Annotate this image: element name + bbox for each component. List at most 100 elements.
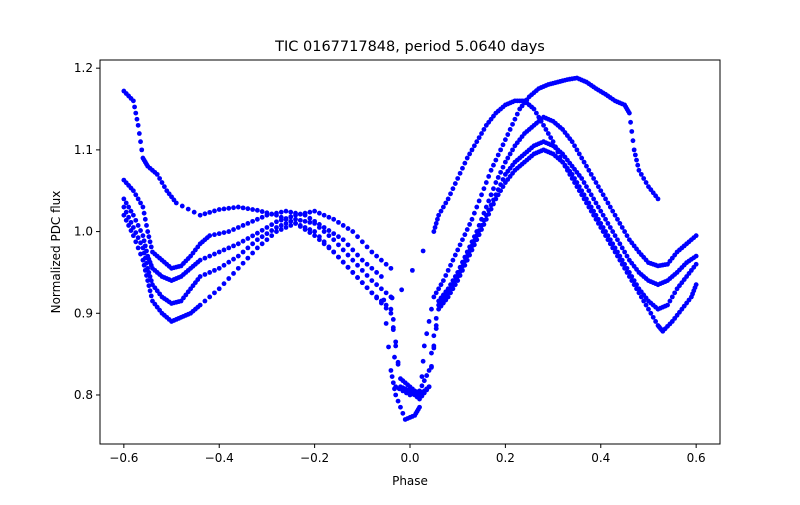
data-point — [336, 254, 341, 260]
data-point — [278, 217, 284, 223]
data-point — [491, 162, 496, 168]
data-point — [147, 239, 153, 245]
data-point — [610, 241, 616, 247]
data-point — [226, 245, 232, 251]
data-point — [471, 210, 477, 216]
data-point — [638, 171, 644, 177]
data-point — [488, 167, 494, 173]
data-point — [245, 221, 251, 226]
data-point — [586, 200, 592, 206]
data-point — [123, 200, 129, 206]
data-point — [326, 214, 332, 220]
data-point — [581, 159, 587, 165]
data-point — [607, 225, 613, 230]
data-point — [395, 359, 401, 365]
data-point — [297, 223, 303, 228]
data-point — [636, 167, 642, 173]
data-point — [269, 228, 275, 233]
data-point — [197, 212, 203, 218]
data-point — [435, 216, 440, 222]
data-point — [545, 131, 551, 136]
data-point — [584, 163, 589, 169]
data-point — [502, 137, 508, 143]
data-point — [141, 238, 147, 244]
data-point — [374, 282, 380, 288]
chart-title: TIC 0167717848, period 5.0640 days — [274, 39, 545, 55]
data-point — [669, 294, 675, 300]
data-point — [345, 252, 351, 258]
data-point — [140, 245, 146, 251]
data-point — [481, 186, 487, 192]
data-point — [432, 225, 438, 230]
data-point — [374, 270, 380, 275]
data-point — [221, 262, 227, 268]
data-point — [378, 286, 384, 292]
data-point — [626, 110, 632, 116]
data-point — [202, 272, 208, 277]
data-point — [147, 288, 153, 294]
data-point — [321, 229, 327, 234]
data-point — [600, 192, 606, 198]
data-point — [486, 198, 492, 204]
data-point — [619, 257, 625, 263]
data-point — [443, 200, 449, 206]
data-point — [128, 228, 134, 233]
x-tick-label: 0.4 — [591, 451, 610, 465]
data-point — [250, 207, 256, 212]
data-point — [624, 253, 630, 259]
data-point — [445, 267, 451, 273]
data-point — [144, 223, 149, 228]
data-point — [579, 176, 585, 181]
data-point — [140, 233, 146, 239]
data-point — [483, 180, 489, 185]
data-point — [455, 176, 461, 181]
data-point — [369, 290, 375, 296]
data-point — [493, 157, 499, 163]
data-point — [245, 245, 251, 251]
data-point — [612, 245, 618, 251]
data-point — [130, 233, 136, 239]
data-point — [250, 241, 256, 247]
data-point — [429, 306, 434, 312]
data-point — [605, 233, 611, 239]
data-point — [316, 210, 322, 216]
data-point — [197, 274, 203, 279]
data-point — [321, 225, 327, 230]
data-point — [460, 237, 465, 243]
data-point — [388, 368, 394, 373]
data-point — [448, 290, 453, 296]
data-point — [221, 247, 227, 253]
data-point — [138, 251, 143, 257]
data-point — [259, 241, 265, 247]
data-point — [202, 211, 208, 217]
data-point — [254, 245, 260, 251]
data-point — [655, 196, 661, 202]
data-point — [140, 204, 146, 210]
data-point — [388, 310, 394, 316]
data-point — [505, 132, 511, 137]
data-point — [297, 217, 303, 223]
data-point — [588, 192, 594, 198]
data-point — [612, 212, 618, 218]
data-point — [445, 196, 451, 202]
data-point — [672, 290, 678, 296]
data-point — [607, 237, 613, 243]
data-point — [378, 257, 384, 263]
data-point — [443, 273, 449, 278]
data-point — [467, 222, 473, 227]
data-point — [457, 242, 463, 248]
data-point — [392, 354, 397, 360]
data-point — [467, 151, 473, 157]
data-point — [154, 171, 160, 177]
data-point — [628, 119, 633, 125]
data-point — [226, 205, 232, 211]
data-point — [610, 229, 616, 234]
data-point — [445, 294, 451, 300]
data-point — [631, 278, 637, 283]
data-point — [438, 282, 444, 288]
data-point — [207, 209, 213, 215]
data-point — [591, 196, 597, 202]
data-point — [584, 196, 589, 202]
data-point — [231, 256, 236, 262]
data-point — [393, 343, 399, 349]
